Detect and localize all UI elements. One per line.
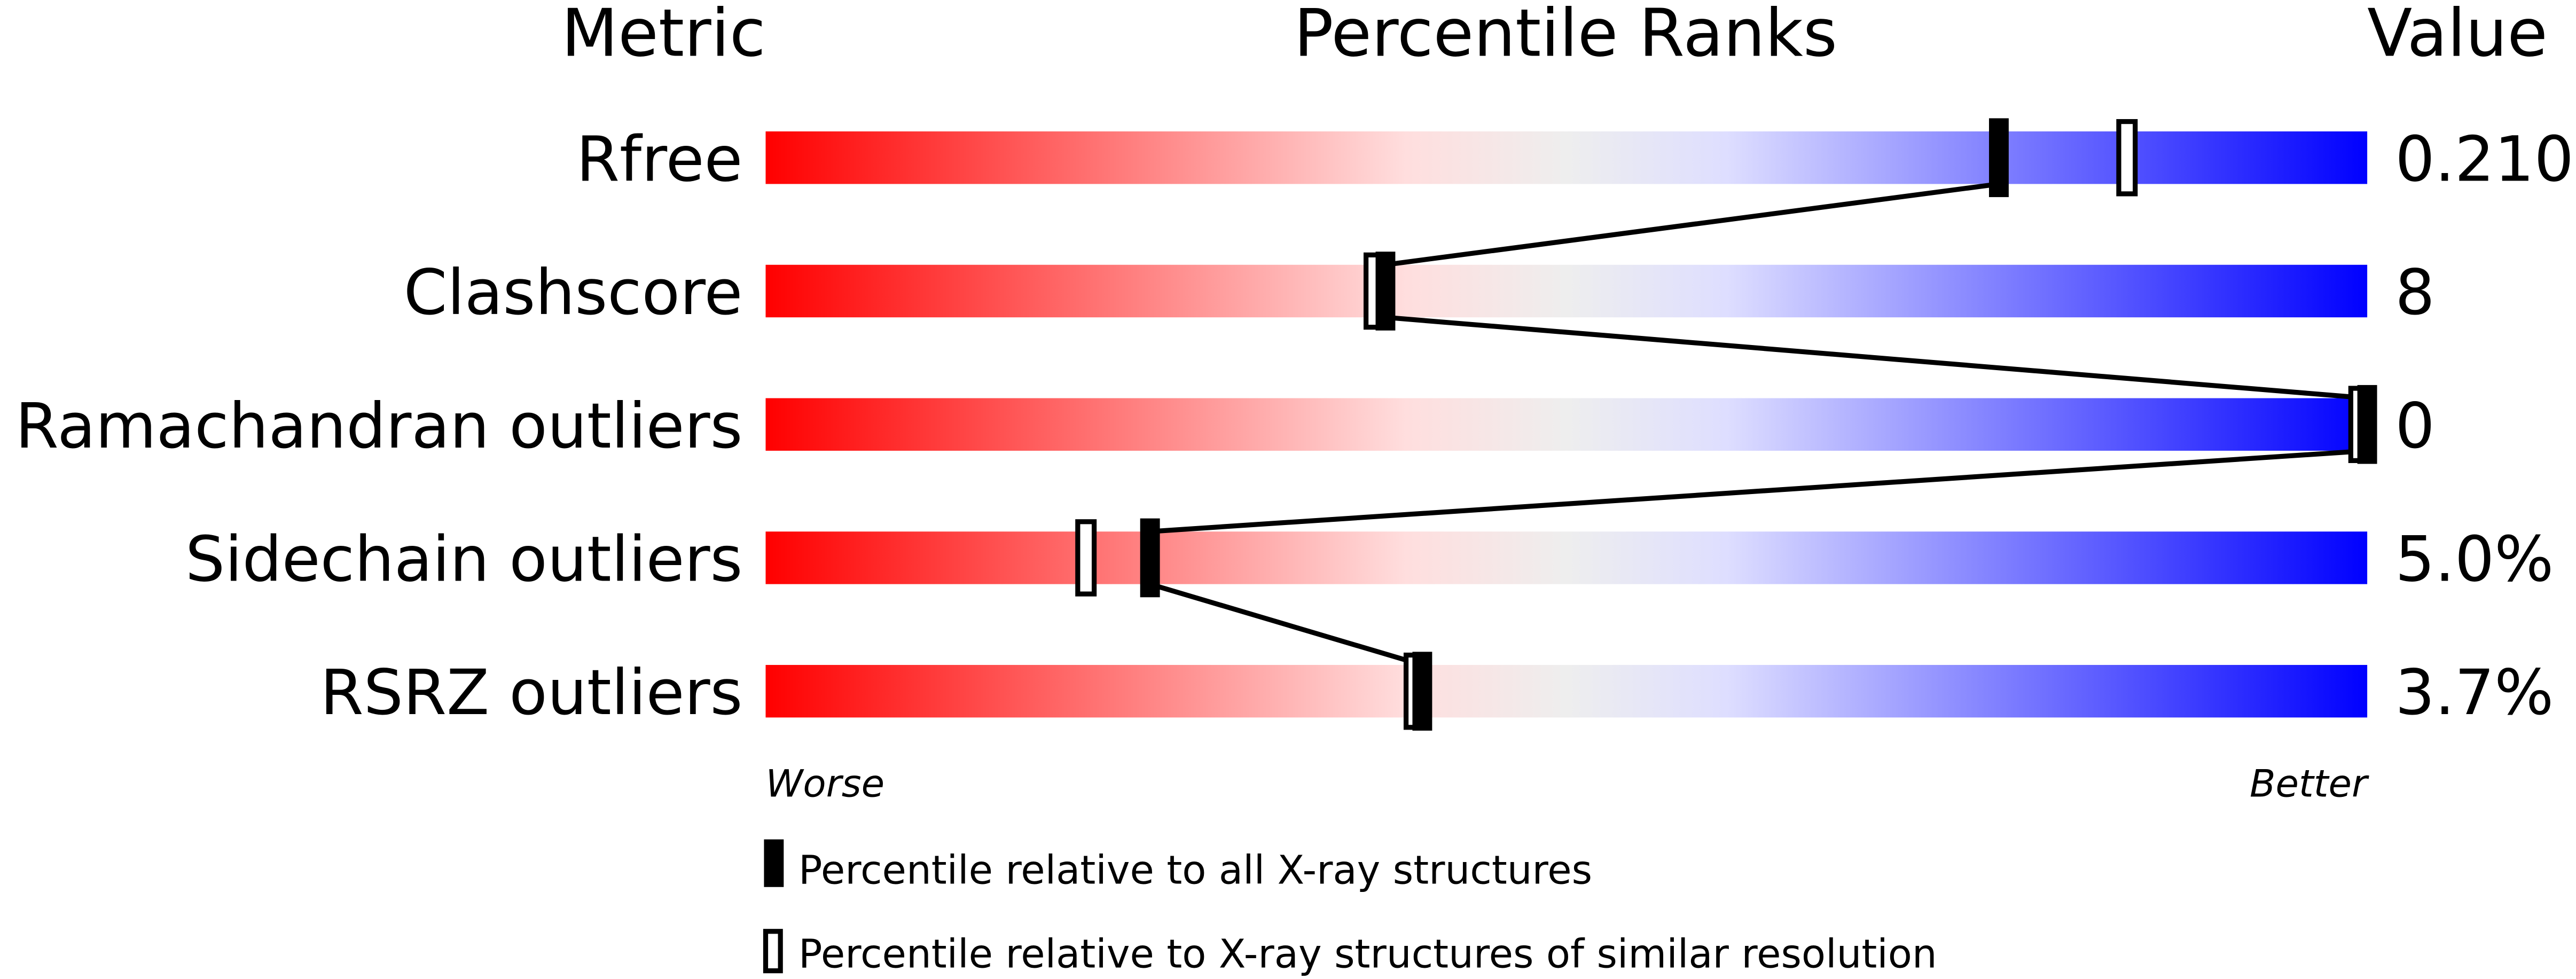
legend-label-all: Percentile relative to all X-ray structu…: [798, 848, 1592, 894]
metric-label-rsrz-outliers: RSRZ outliers: [320, 656, 743, 729]
marker-similar-rfree: [2116, 119, 2138, 197]
legend-hollow-marker: [763, 929, 783, 974]
marker-all-rfree: [1988, 118, 2009, 198]
metric-label-clashscore: Clashscore: [404, 256, 743, 329]
bar-clashscore: [765, 264, 2368, 318]
marker-similar-sidechain-outliers: [1075, 519, 1097, 597]
connector-line: [1149, 582, 1423, 668]
metric-label-sidechain-outliers: Sidechain outliers: [185, 523, 742, 596]
value-clashscore: 8: [2395, 256, 2434, 329]
connector-line: [1385, 181, 2000, 268]
connector-line: [1385, 315, 2368, 401]
value-sidechain-outliers: 5.0%: [2395, 523, 2554, 596]
axis-label-worse: Worse: [765, 762, 884, 806]
bar-rfree: [765, 131, 2368, 184]
bar-ramachandran-outliers: [765, 398, 2368, 451]
metric-label-ramachandran-outliers: Ramachandran outliers: [15, 390, 743, 463]
bar-sidechain-outliers: [765, 531, 2368, 584]
metric-label-rfree: Rfree: [576, 123, 743, 195]
axis-label-better: Better: [2250, 762, 2369, 806]
bar-rsrz-outliers: [765, 664, 2368, 718]
marker-all-clashscore: [1375, 252, 1396, 331]
marker-all-rsrz-outliers: [1412, 652, 1432, 731]
header-value: Value: [2367, 0, 2548, 72]
value-rsrz-outliers: 3.7%: [2395, 656, 2554, 729]
marker-all-ramachandran-outliers: [2357, 385, 2377, 464]
legend-label-similar: Percentile relative to X-ray structures …: [798, 931, 1937, 977]
header-metric: Metric: [561, 0, 765, 72]
value-ramachandran-outliers: 0: [2395, 390, 2434, 463]
marker-all-sidechain-outliers: [1140, 518, 1160, 598]
header-percentile-ranks: Percentile Ranks: [1294, 0, 1837, 72]
connector-line: [1149, 448, 2368, 534]
value-rfree: 0.210: [2395, 123, 2574, 195]
legend-filled-marker: [764, 839, 784, 887]
